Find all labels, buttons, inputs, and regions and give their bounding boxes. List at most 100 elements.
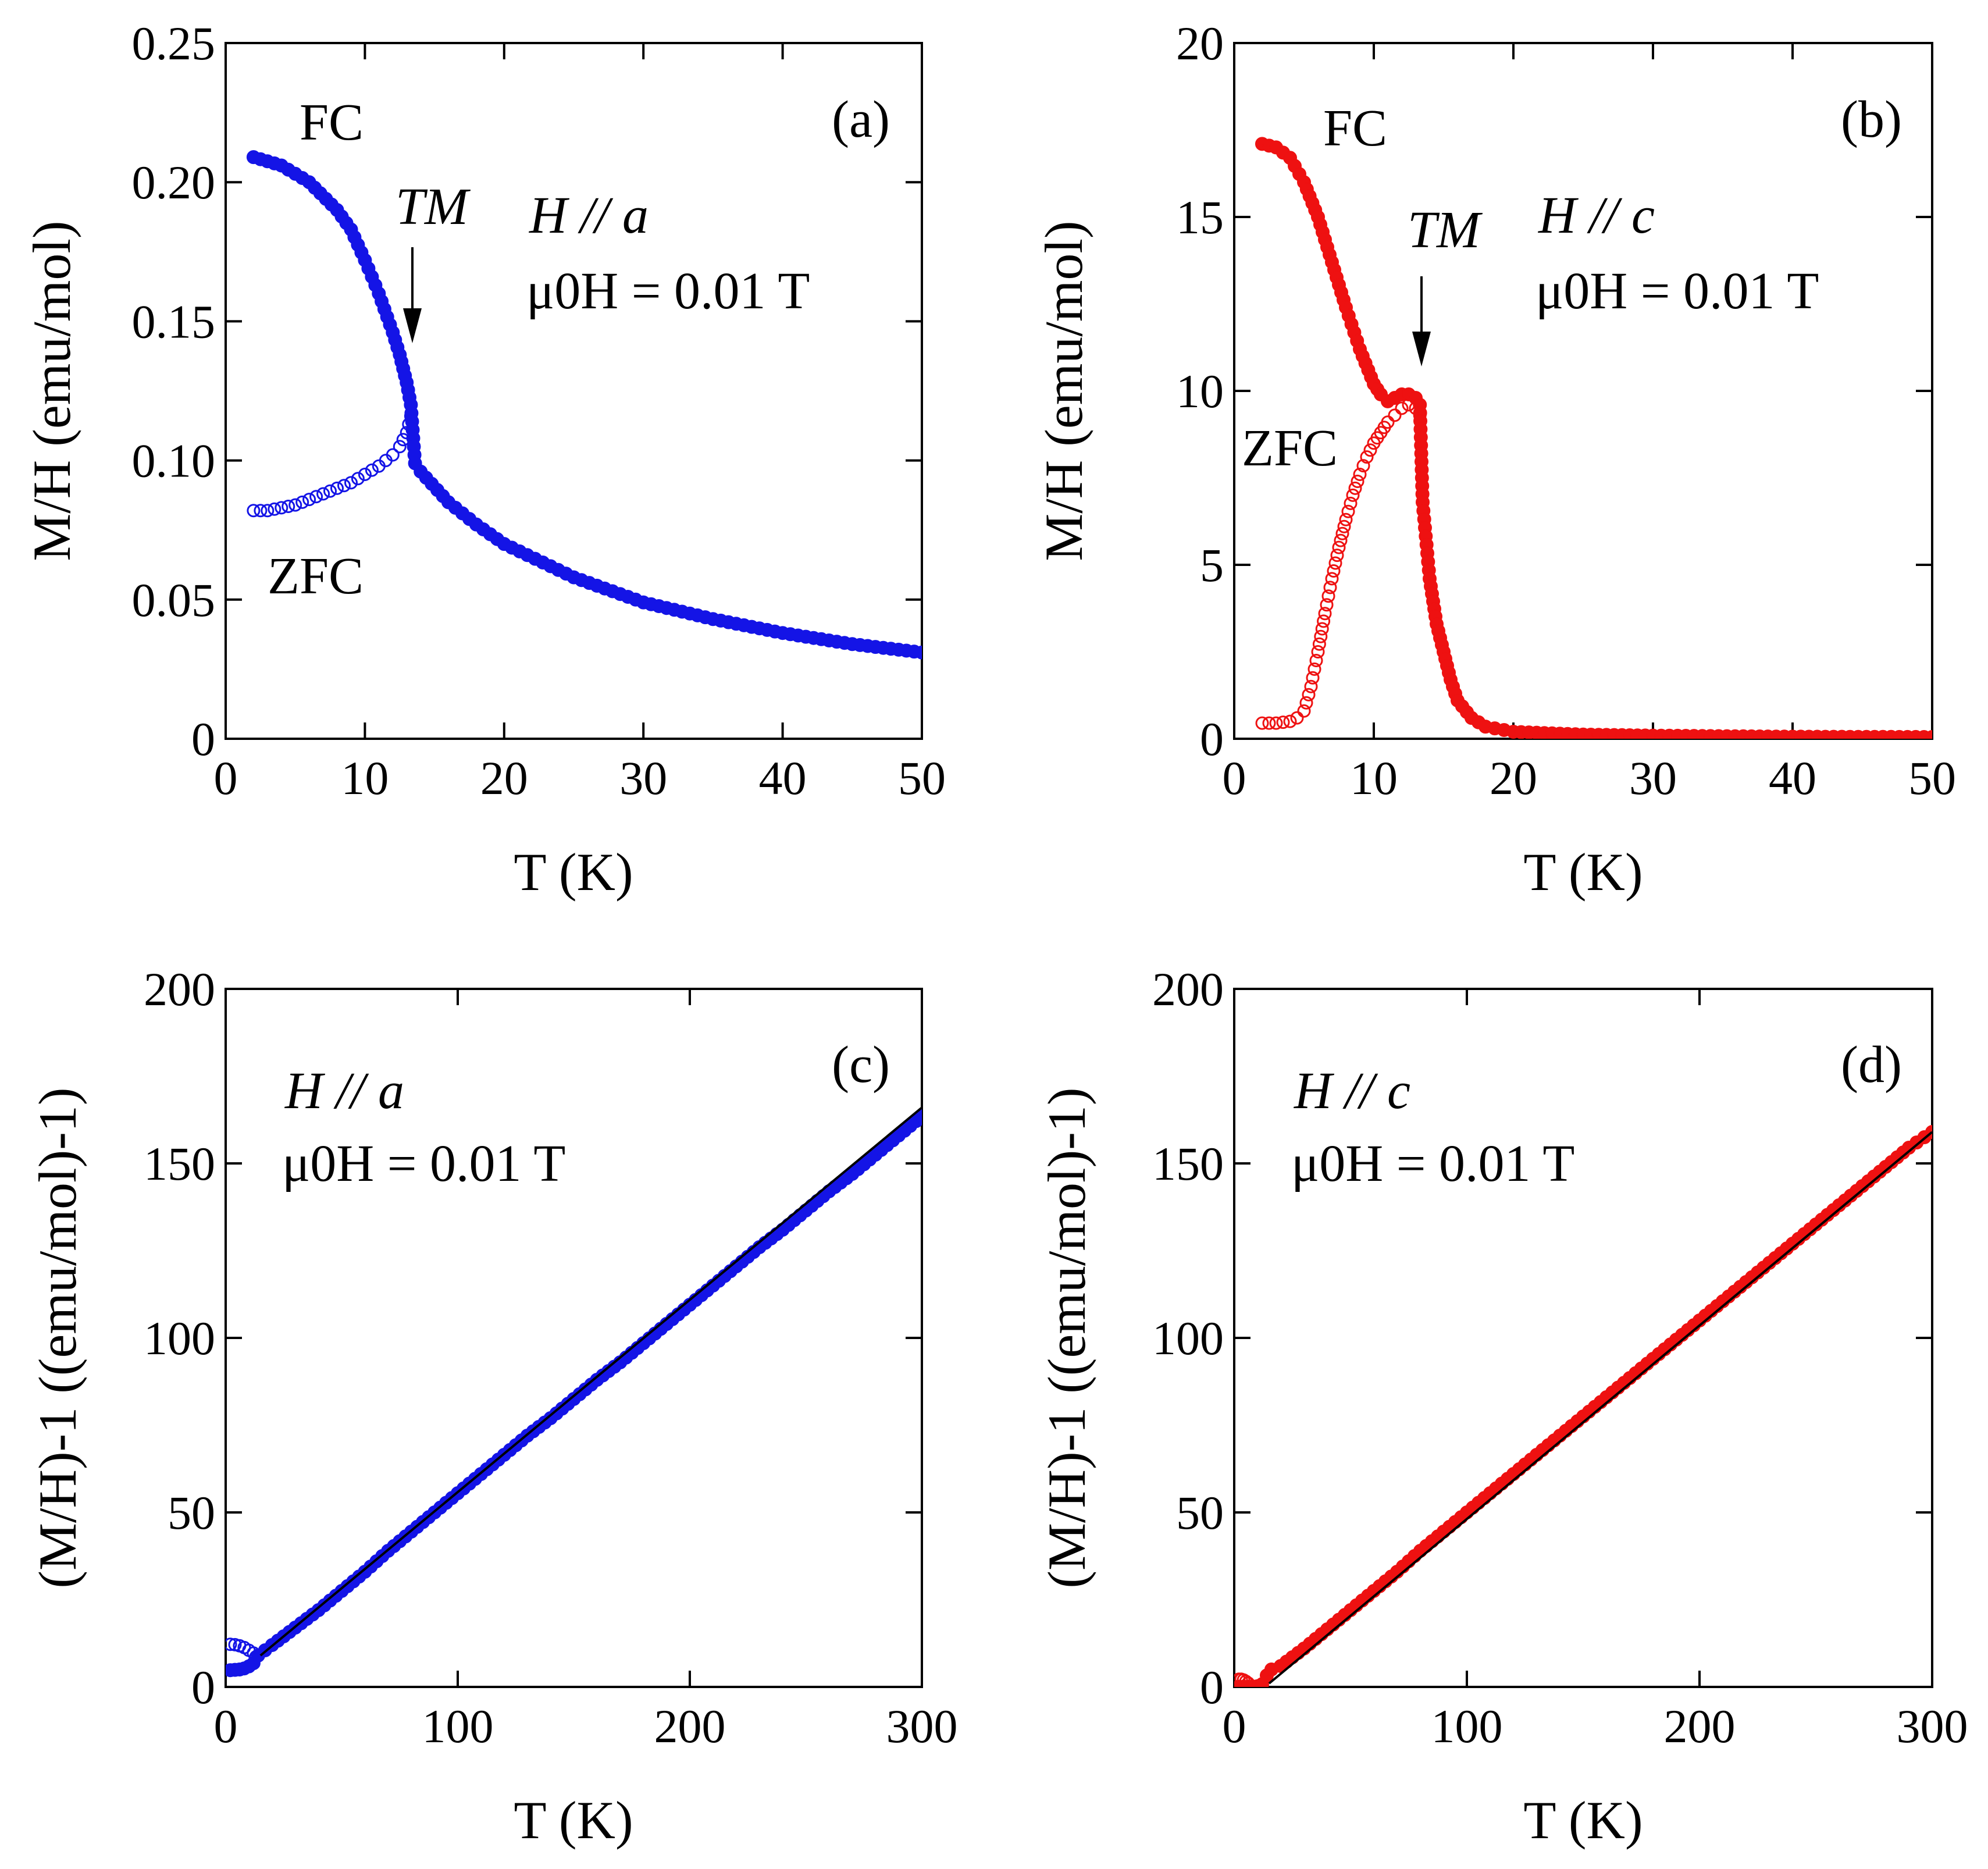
- panel-c-xtick-label: 0: [214, 1700, 238, 1753]
- panel-b-zfc-point: [1315, 622, 1329, 636]
- panel-c-ytick-label: 100: [144, 1312, 215, 1365]
- panel-a-zfc-point: [358, 468, 372, 481]
- panel-b-zfc-point: [1327, 564, 1341, 578]
- panel-b-xtick-label: 20: [1490, 752, 1537, 804]
- panel-c-label: (c): [832, 1036, 890, 1094]
- panel-d-zfc-point: [1239, 1674, 1253, 1687]
- panel-b-zfc-point: [1269, 716, 1283, 730]
- panel-b-ytick-label: 5: [1200, 539, 1224, 592]
- panel-c-data-layer: [226, 1106, 922, 1678]
- panel-d-ytick-label: 100: [1152, 1312, 1224, 1365]
- panel-b-zfc-label: ZFC: [1242, 419, 1338, 477]
- panel-a-zfc-point: [393, 440, 407, 454]
- panel-a-zfc-point: [365, 463, 379, 477]
- panel-b-zfc-point: [1297, 704, 1311, 718]
- panel-b-zfc-point: [1351, 475, 1364, 488]
- panel-a-direction: H // a: [529, 187, 649, 244]
- panel-a-fc-point: [915, 645, 922, 660]
- panel-b-direction: H // c: [1538, 187, 1655, 244]
- panel-d-ylabel: (M/H)-1 ((emu/mol)-1): [1037, 1088, 1096, 1589]
- panel-b-zfc-point: [1356, 459, 1370, 473]
- panel-b-xtick-label: 0: [1223, 752, 1246, 804]
- panel-b-zfc-point: [1413, 408, 1427, 422]
- panel-a-ylabel: M/H (emu/mol): [22, 220, 81, 561]
- panel-b-ytick-label: 15: [1176, 191, 1224, 244]
- panel-d-data-layer: [1234, 1125, 1932, 1687]
- panel-b-zfc-point: [1318, 607, 1332, 621]
- panel-d-field: μ0H = 0.01 T: [1291, 1135, 1574, 1192]
- panel-d-xtick-label: 300: [1897, 1700, 1968, 1753]
- panel-b-zfc-point: [1320, 598, 1334, 612]
- panel-b-xtick-label: 30: [1629, 752, 1677, 804]
- panel-b-xlabel: T (K): [1523, 842, 1643, 902]
- panel-b-zfc-point: [1323, 581, 1337, 594]
- panel-b-field: μ0H = 0.01 T: [1535, 262, 1819, 320]
- panel-b-ytick-label: 0: [1200, 713, 1224, 766]
- panel-a-zfc-point: [295, 495, 309, 509]
- panel-a-zfc-point: [330, 481, 344, 495]
- panel-b-xtick-label: 50: [1908, 752, 1956, 804]
- panel-a-zfc-point: [344, 476, 358, 490]
- panel-c-ylabel: (M/H)-1 ((emu/mol)-1): [28, 1088, 87, 1589]
- panel-b-tm-label: TM: [1408, 201, 1483, 259]
- panel-a-zfc-point: [261, 504, 275, 518]
- panel-a-zfc-point: [302, 493, 316, 507]
- panel-b-zfc-point: [1312, 637, 1326, 651]
- panel-b-zfc-point: [1330, 549, 1344, 563]
- panel-b-zfc-point: [1325, 572, 1339, 586]
- panel-b-zfc-point: [1337, 519, 1351, 533]
- panel-b-zfc-point: [1276, 715, 1290, 729]
- panel-c-ytick-label: 0: [191, 1661, 215, 1714]
- panel-c-direction: H // a: [284, 1062, 404, 1120]
- panel-c-ytick-label: 150: [144, 1137, 215, 1190]
- panel-a-zfc-point: [404, 409, 418, 423]
- panel-c-ytick-label: 200: [144, 963, 215, 1016]
- panel-b-zfc-point: [1381, 415, 1395, 429]
- panel-d-xtick-label: 200: [1664, 1700, 1736, 1753]
- panel-b-zfc-point: [1317, 614, 1331, 628]
- panel-b-zfc-point: [1299, 696, 1313, 710]
- panel-b-label: (b): [1841, 91, 1902, 148]
- panel-a-xtick-label: 40: [759, 752, 807, 804]
- panel-a-xtick-label: 10: [341, 752, 389, 804]
- panel-a-zfc-point: [337, 479, 351, 493]
- panel-a-data-layer: [246, 150, 922, 660]
- panel-a-zfc-point: [396, 433, 410, 447]
- panel-a-ytick-label: 0: [191, 713, 215, 766]
- panel-a-ytick-label: 0.25: [132, 17, 216, 70]
- panel-b-zfc-point: [1363, 443, 1377, 457]
- panel-a-xtick-label: 0: [214, 752, 238, 804]
- panel-b-zfc-point: [1290, 711, 1304, 725]
- panel-c-xtick-label: 200: [654, 1700, 726, 1753]
- panel-a-field: μ0H = 0.01 T: [526, 262, 810, 320]
- panel-b-zfc-point: [1402, 398, 1416, 412]
- panel-d-xtick-label: 0: [1223, 1700, 1246, 1753]
- panel-b-zfc-point: [1360, 450, 1374, 464]
- panel-a-plot-frame: [225, 42, 923, 740]
- panel-c-xtick-label: 300: [886, 1700, 958, 1753]
- panel-b-xtick-label: 40: [1769, 752, 1816, 804]
- panel-d-xlabel: T (K): [1523, 1790, 1643, 1850]
- panel-d-ytick-label: 50: [1176, 1486, 1224, 1539]
- panel-b-zfc-point: [1307, 662, 1321, 676]
- panel-b: 0 10 20 30 40 50 0 5 10 15 20 (b) H // c μ0H = 0.0…: [1034, 17, 1956, 902]
- panel-b-zfc-point: [1321, 589, 1335, 603]
- panel-b-zfc-point: [1255, 716, 1269, 730]
- panel-b-zfc-point: [1335, 526, 1349, 540]
- panel-b-zfc-point: [1314, 629, 1328, 643]
- panel-b-fc-point: [1925, 730, 1932, 739]
- panel-c-zfc-point: [226, 1637, 237, 1651]
- panel-a-xlabel: T (K): [514, 842, 633, 902]
- panel-b-plot: 0 10 20 30 40 50 0 5 10 15 20: [1176, 17, 1956, 804]
- panel-b-zfc-point: [1328, 556, 1342, 570]
- panel-c: 0 100 200 300 0 50 100 150 200 (c) H // a μ0H = …: [28, 963, 958, 1850]
- panel-d-label: (d): [1841, 1036, 1902, 1094]
- panel-a-zfc-point: [309, 490, 323, 504]
- panel-b-data-layer: [1255, 137, 1932, 739]
- panel-b-zfc-point: [1304, 679, 1318, 693]
- panel-a-tm-arrow: [403, 247, 422, 343]
- panel-d-ytick-label: 150: [1152, 1137, 1224, 1190]
- panel-a-zfc-point: [282, 500, 295, 513]
- panel-b-ytick-label: 20: [1176, 17, 1224, 70]
- panel-c-xlabel: T (K): [514, 1790, 633, 1850]
